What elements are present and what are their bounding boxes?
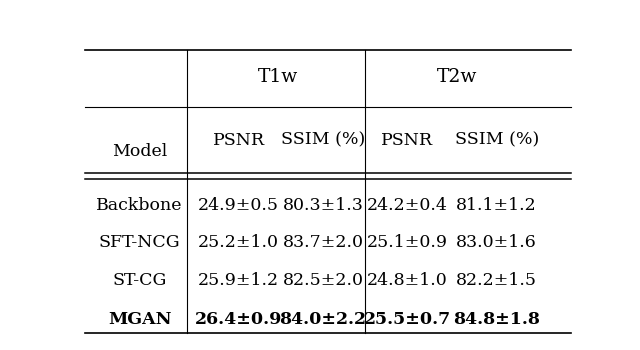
Text: Model: Model bbox=[112, 143, 167, 160]
Text: ST-CG: ST-CG bbox=[113, 272, 166, 289]
Text: PSNR: PSNR bbox=[381, 132, 433, 149]
Text: 81.1±1.2: 81.1±1.2 bbox=[456, 197, 537, 214]
Text: MGAN: MGAN bbox=[108, 311, 172, 328]
Text: 83.7±2.0: 83.7±2.0 bbox=[282, 234, 364, 251]
Text: 25.2±1.0: 25.2±1.0 bbox=[198, 234, 279, 251]
Text: T2w: T2w bbox=[436, 68, 477, 86]
Text: T1w: T1w bbox=[259, 68, 298, 86]
Text: 26.4±0.9: 26.4±0.9 bbox=[195, 311, 282, 328]
Text: 82.5±2.0: 82.5±2.0 bbox=[282, 272, 364, 289]
Text: 84.8±1.8: 84.8±1.8 bbox=[453, 311, 540, 328]
Text: 83.0±1.6: 83.0±1.6 bbox=[456, 234, 537, 251]
Text: 25.9±1.2: 25.9±1.2 bbox=[198, 272, 279, 289]
Text: SSIM (%): SSIM (%) bbox=[454, 132, 539, 149]
Text: SFT-NCG: SFT-NCG bbox=[99, 234, 180, 251]
Text: 24.8±1.0: 24.8±1.0 bbox=[367, 272, 448, 289]
Text: PSNR: PSNR bbox=[212, 132, 265, 149]
Text: 25.1±0.9: 25.1±0.9 bbox=[367, 234, 448, 251]
Text: 24.9±0.5: 24.9±0.5 bbox=[198, 197, 279, 214]
Text: 80.3±1.3: 80.3±1.3 bbox=[283, 197, 364, 214]
Text: 84.0±2.2: 84.0±2.2 bbox=[280, 311, 367, 328]
Text: 25.5±0.7: 25.5±0.7 bbox=[364, 311, 451, 328]
Text: SSIM (%): SSIM (%) bbox=[281, 132, 365, 149]
Text: Backbone: Backbone bbox=[96, 197, 183, 214]
Text: 24.2±0.4: 24.2±0.4 bbox=[367, 197, 448, 214]
Text: 82.2±1.5: 82.2±1.5 bbox=[456, 272, 537, 289]
